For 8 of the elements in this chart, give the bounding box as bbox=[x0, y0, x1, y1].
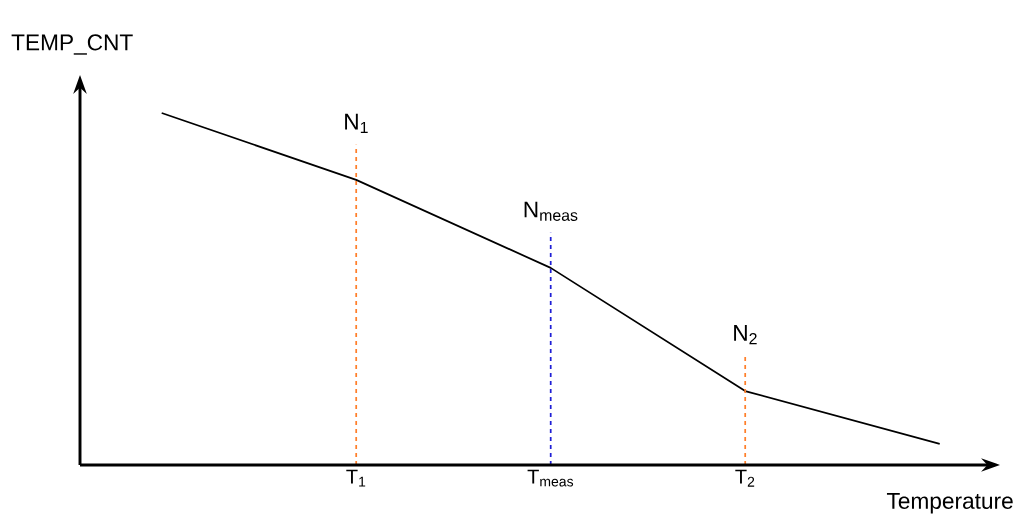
ref-line-label: N$_{1}$ bbox=[345, 113, 368, 133]
ref-line-label: N$_{meas}$ bbox=[524, 201, 578, 221]
y-axis-title: TEMP_CNT bbox=[11, 34, 133, 55]
ref-line-label: N$_{2}$ bbox=[734, 325, 757, 345]
x-tick-label: T$_{1}$ bbox=[346, 469, 366, 487]
x-axis-title: Temperature bbox=[886, 493, 1013, 514]
x-tick-label: T$_{2}$ bbox=[735, 469, 755, 487]
x-tick-label: T$_{meas}$ bbox=[527, 469, 574, 487]
